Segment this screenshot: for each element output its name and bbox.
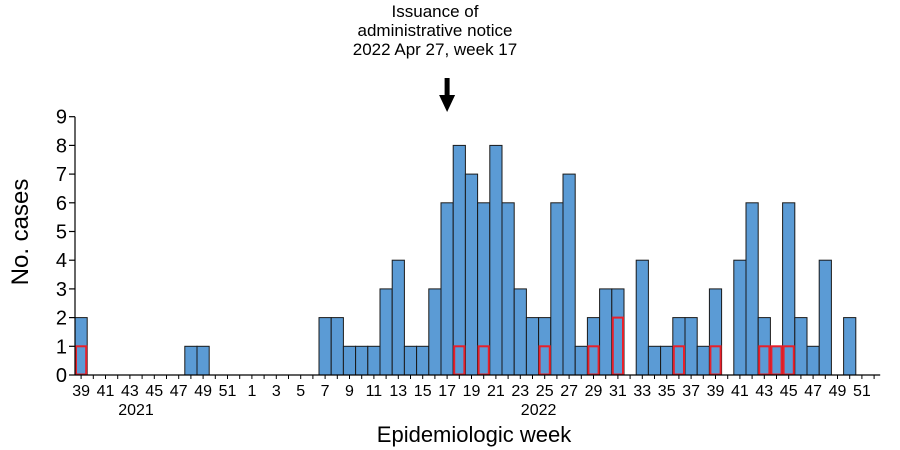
y-tick-label: 9: [56, 107, 67, 129]
bar: [501, 202, 515, 376]
bar: [391, 259, 405, 376]
bar: [574, 345, 588, 376]
y-axis-label: No. cases: [7, 179, 34, 286]
y-tick-label: 8: [56, 135, 67, 157]
bar: [464, 173, 479, 376]
x-tick-label: 45: [145, 383, 163, 400]
bar: [440, 202, 454, 376]
x-tick-label: 35: [658, 383, 676, 400]
x-tick-label: 41: [97, 383, 115, 400]
x-tick-label: 29: [585, 383, 603, 400]
x-tick-label: 37: [682, 383, 700, 400]
bar: [647, 345, 662, 376]
x-tick-label: 7: [321, 383, 330, 400]
bar: [806, 345, 820, 376]
annotation: Issuance of administrative notice 2022 A…: [300, 2, 570, 59]
y-tick-label: 4: [56, 250, 67, 272]
bar: [452, 144, 466, 376]
bar: [416, 345, 430, 376]
y-tick-label: 0: [56, 365, 67, 387]
x-tick-label: 47: [804, 383, 822, 400]
x-tick-label: 43: [121, 383, 139, 400]
annotation-line-3: 2022 Apr 27, week 17: [352, 40, 518, 59]
bar: [599, 288, 613, 376]
bar: [550, 202, 564, 376]
x-tick-label: 41: [731, 383, 749, 400]
y-tick-label: 5: [56, 222, 67, 244]
bar: [843, 317, 857, 376]
x-tick-label: 49: [194, 383, 212, 400]
bar: [355, 345, 369, 376]
x-tick-label: 11: [366, 383, 383, 400]
x-tick-label: 25: [536, 383, 554, 400]
bar: [428, 288, 442, 376]
x-tick-label: 49: [829, 383, 847, 400]
year-label: 2021: [118, 402, 154, 419]
x-tick-label: 9: [345, 383, 354, 400]
x-tick-label: 39: [707, 383, 725, 400]
bar: [489, 144, 503, 376]
bar: [635, 259, 649, 376]
y-tick-label: 6: [56, 193, 67, 215]
x-tick-label: 47: [170, 383, 188, 400]
y-tick-label: 7: [56, 164, 67, 186]
bar: [794, 317, 808, 376]
x-tick-label: 43: [755, 383, 773, 400]
year-label: 2022: [521, 402, 557, 419]
bar: [318, 317, 332, 376]
bar: [696, 345, 710, 376]
x-tick-label: 19: [463, 383, 481, 400]
bar: [342, 345, 357, 376]
annotation-arrow-head: [439, 95, 456, 112]
annotation-line-1: Issuance of: [391, 2, 479, 21]
bar: [379, 288, 393, 376]
y-tick-label: 3: [56, 279, 67, 301]
bar: [513, 288, 527, 376]
bar: [525, 317, 540, 376]
x-tick-label: 23: [511, 383, 529, 400]
bar: [330, 317, 344, 376]
x-tick-label: 21: [487, 383, 505, 400]
bar: [562, 173, 576, 376]
x-tick-label: 15: [414, 383, 432, 400]
x-tick-label: 13: [389, 383, 407, 400]
x-tick-label: 5: [296, 383, 305, 400]
annotation-line-2: administrative notice: [357, 21, 513, 40]
x-tick-label: 17: [438, 383, 456, 400]
x-tick-label: 33: [633, 383, 651, 400]
bar: [745, 202, 759, 376]
x-tick-label: 3: [272, 383, 281, 400]
y-tick-label: 2: [56, 308, 67, 330]
x-tick-label: 51: [219, 383, 237, 400]
bar: [660, 345, 674, 376]
x-tick-label: 31: [609, 383, 627, 400]
x-tick-label: 45: [780, 383, 798, 400]
bar: [196, 345, 210, 376]
x-tick-label: 51: [853, 383, 871, 400]
bar: [733, 259, 747, 376]
bar: [367, 345, 381, 376]
x-tick-label: 1: [247, 383, 256, 400]
x-tick-label: 27: [560, 383, 578, 400]
bar: [403, 345, 418, 376]
bar: [684, 317, 698, 376]
bar: [818, 259, 832, 376]
x-axis-label: Epidemiologic week: [377, 422, 572, 447]
bar: [184, 345, 198, 376]
y-tick-label: 1: [56, 336, 67, 358]
x-tick-label: 39: [72, 383, 90, 400]
bars-layer: [74, 144, 857, 376]
